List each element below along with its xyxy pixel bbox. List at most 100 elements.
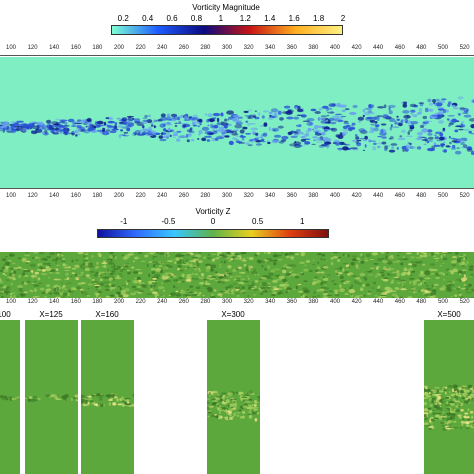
vortex-blob	[448, 122, 454, 126]
vortex-blob	[286, 255, 289, 259]
vortex-blob	[454, 400, 461, 403]
vortex-blob	[390, 124, 393, 128]
vortex-blob	[458, 291, 461, 293]
vortex-blob	[435, 102, 443, 107]
vortex-blob	[196, 260, 199, 262]
vortex-blob	[257, 259, 263, 264]
vortex-blob	[108, 116, 114, 121]
vortex-blob	[289, 270, 294, 272]
vortex-blob	[241, 259, 247, 262]
vortex-blob	[219, 254, 225, 257]
vortex-blob	[305, 260, 311, 263]
vortex-blob	[179, 259, 182, 262]
vortex-blob	[110, 284, 116, 287]
vortex-blob	[108, 402, 111, 406]
vorticity-magnitude-tick: 0.6	[166, 14, 178, 23]
vortex-blob	[307, 127, 312, 132]
vortex-blob	[316, 262, 320, 264]
vortex-blob	[343, 281, 347, 285]
vortex-blob	[318, 107, 323, 111]
vortex-blob	[91, 254, 94, 258]
vortex-blob	[243, 402, 248, 406]
vortex-blob	[226, 288, 231, 290]
vortex-blob	[200, 273, 205, 277]
vortex-blob	[151, 285, 157, 287]
vortex-blob	[212, 278, 216, 280]
vortex-blob	[192, 125, 196, 127]
vortex-blob	[352, 104, 358, 109]
vortex-blob	[460, 387, 465, 389]
vortex-blob	[258, 287, 261, 289]
vortex-blob	[337, 272, 343, 275]
vortex-blob	[197, 263, 200, 267]
vortex-blob	[332, 142, 337, 144]
vortex-blob	[433, 417, 439, 419]
vortex-blob	[253, 294, 257, 296]
vortex-blob	[98, 271, 102, 275]
vortex-blob	[313, 291, 316, 294]
vortex-blob	[442, 411, 445, 414]
vortex-blob	[143, 284, 148, 288]
vortex-blob	[330, 280, 335, 282]
vortex-blob	[278, 275, 285, 280]
vortex-blob	[124, 288, 130, 292]
vortex-blob	[400, 119, 404, 124]
vortex-blob	[279, 117, 284, 121]
axis-tick-label: 240	[157, 299, 168, 305]
vortex-blob	[158, 294, 165, 296]
vortex-blob	[252, 115, 257, 118]
vortex-blob	[407, 142, 410, 144]
vortex-blob	[300, 135, 306, 139]
vortex-blob	[195, 277, 199, 281]
vortex-blob	[223, 402, 228, 404]
axis-tick-label: 140	[49, 193, 60, 199]
vortex-blob	[242, 291, 246, 294]
vortex-blob	[58, 127, 64, 131]
vortex-blob	[341, 109, 346, 112]
vortex-blob	[281, 135, 289, 140]
vortex-blob	[424, 271, 431, 276]
vortex-blob	[245, 132, 252, 135]
vortex-blob	[239, 142, 246, 144]
vortex-blob	[402, 271, 407, 275]
vortex-blob	[98, 296, 102, 298]
vortex-blob	[274, 275, 280, 278]
vortex-blob	[312, 295, 317, 298]
vorticity-magnitude-tick: 1.2	[239, 14, 251, 23]
vorticity-z-title: Vorticity Z	[195, 207, 231, 216]
vortex-blob	[67, 292, 70, 297]
vortex-blob	[469, 265, 474, 269]
vortex-blob	[416, 131, 423, 136]
vortex-blob	[46, 288, 52, 291]
vortex-blob	[419, 103, 424, 107]
vortex-blob	[468, 118, 474, 122]
vortex-blob	[215, 415, 219, 419]
vortex-blob	[271, 140, 279, 144]
vortex-blob	[127, 118, 130, 124]
vortex-blob	[44, 295, 47, 298]
vortex-blob	[447, 385, 453, 388]
vortex-blob	[424, 385, 428, 390]
vortex-blob	[182, 253, 189, 255]
vortex-blob	[207, 286, 213, 291]
vortex-blob	[461, 397, 466, 400]
slice-panel-x125	[25, 320, 78, 474]
vortex-blob	[314, 111, 321, 114]
vortex-blob	[344, 293, 349, 295]
vortex-blob	[225, 408, 227, 412]
vortex-blob	[131, 285, 137, 288]
vortex-blob	[99, 398, 103, 401]
vortex-blob	[405, 135, 414, 138]
vortex-blob	[155, 293, 159, 296]
vortex-blob	[6, 264, 10, 266]
vortex-blob	[118, 134, 122, 139]
vortex-blob	[253, 289, 258, 291]
vortex-blob	[273, 288, 279, 291]
vortex-blob	[81, 119, 87, 121]
vortex-blob	[360, 260, 365, 264]
vortex-blob	[24, 254, 31, 257]
vortex-blob	[243, 263, 247, 267]
vortex-blob	[228, 258, 232, 262]
vortex-blob	[462, 418, 465, 421]
vortex-blob	[463, 144, 468, 148]
